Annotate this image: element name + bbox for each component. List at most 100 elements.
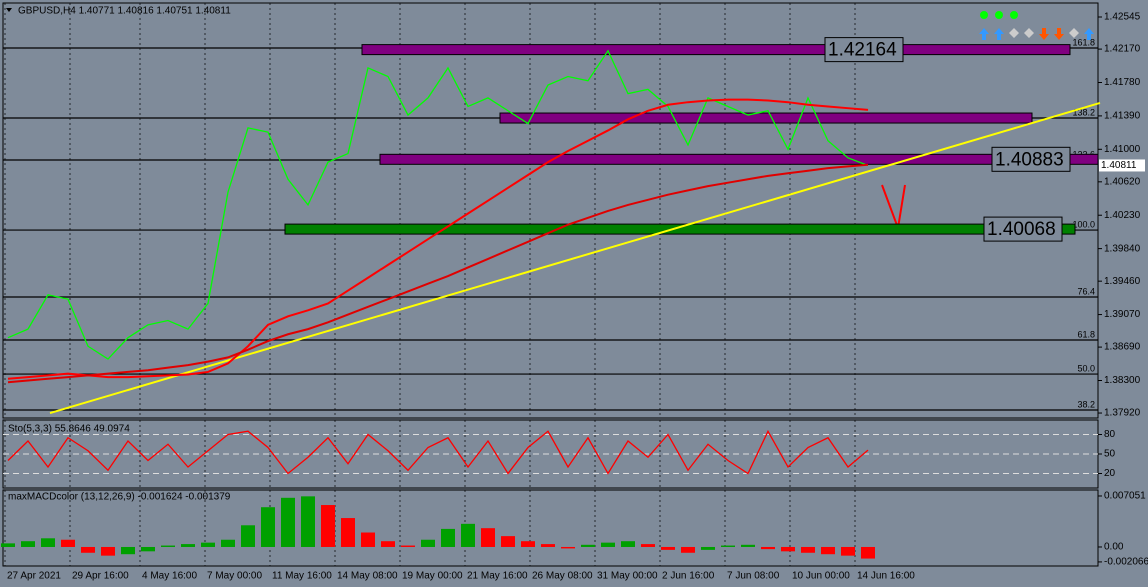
x-tick-label: 19 May 00:00 [402,571,463,582]
bar [841,546,855,556]
bar [281,497,295,547]
bar [701,546,715,550]
zone [284,223,1076,235]
bar [401,545,415,547]
fib-label: 76.4 [1077,286,1095,296]
x-tick-label: 21 May 16:00 [467,571,528,582]
y-tick-label: 50 [1104,449,1116,460]
macd-pane [2,489,1099,567]
macd-title: maxMACDcolor (13,12,26,9) -0.001624 -0.0… [8,492,231,503]
icon [1010,11,1018,19]
y-tick-label: 1.42170 [1104,44,1141,55]
y-tick-label: 0.007051 [1104,491,1146,502]
y-tick-label: 0.00 [1104,542,1124,553]
bar [321,505,335,547]
bar [761,546,775,550]
x-tick-label: 10 Jun 00:00 [792,571,850,582]
bar [801,546,815,553]
x-tick-label: 29 Apr 16:00 [72,571,129,582]
main-title: GBPUSD,H4 1.40771 1.40816 1.40751 1.4081… [18,6,231,17]
y-tick-label: -0.002066 [1104,557,1148,568]
bar [561,546,575,549]
x-tick-label: 4 May 16:00 [142,571,197,582]
fib-label: 61.8 [1077,329,1095,339]
bar [261,507,275,547]
icon [980,11,988,19]
bar [361,532,375,547]
signal-icons [979,11,1094,40]
bar [781,546,795,552]
y-tick-label: 1.37920 [1104,408,1141,419]
series-line [7,429,869,475]
fib-label: 138.2 [1072,107,1095,117]
fib-label: 38.2 [1077,399,1095,409]
bar [121,546,135,555]
fib-label: 100.0 [1072,219,1095,229]
series-line [7,49,869,360]
x-tick-label: 7 May 00:00 [207,571,262,582]
bar [861,546,875,559]
bar [101,546,115,556]
bar [381,541,395,547]
last-price: 1.40811 [1101,160,1137,171]
x-tick-label: 31 May 00:00 [597,571,658,582]
bar [641,544,655,547]
bar [141,546,155,552]
y-tick-label: 80 [1104,429,1116,440]
bar [581,544,595,547]
bar [501,536,515,547]
x-tick-label: 27 Apr 2021 [7,571,61,582]
bar [221,539,235,547]
bar [441,528,455,547]
bar [821,546,835,555]
y-tick-label: 1.41780 [1104,77,1141,88]
fib-label: 161.8 [1072,37,1095,47]
x-tick-label: 2 Jun 16:00 [662,571,715,582]
stoch-title: Sto(5,3,3) 55.8646 49.0974 [8,424,130,435]
bar [741,544,755,547]
bar [601,542,615,547]
bar [201,542,215,547]
zone-label: 1.40883 [995,149,1064,170]
x-tick-label: 14 May 08:00 [337,571,398,582]
zone-label: 1.42164 [828,40,897,61]
bar [161,545,175,547]
y-tick-label: 1.39460 [1104,276,1141,287]
bar [1,543,15,547]
icon [1039,28,1064,40]
bar [341,518,355,547]
y-tick-label: 1.40620 [1104,176,1141,187]
bar [301,496,315,547]
x-tick-label: 11 May 16:00 [272,571,332,582]
bar [481,528,495,547]
bar [21,541,35,547]
icon [979,28,1004,40]
icon [1084,28,1094,40]
bar [61,539,75,547]
y-tick-label: 1.38690 [1104,342,1141,353]
fib-label: 50.0 [1077,363,1095,373]
zone [361,44,1071,56]
zone-label-box [991,146,1071,172]
y-tick-label: 1.42545 [1104,12,1141,23]
x-tick-label: 26 May 08:00 [532,571,593,582]
bar [681,546,695,553]
y-tick-label: 20 [1104,468,1116,479]
zone [379,153,1099,165]
bar [621,541,635,547]
zone-label-box [983,216,1063,242]
bar [181,544,195,547]
x-tick-label: 14 Jun 16:00 [857,571,915,582]
y-tick-label: 1.38300 [1104,375,1141,386]
bar [721,545,735,547]
bar [41,538,55,547]
menu-arrow[interactable] [6,8,12,12]
trendline [49,102,1101,414]
bar [421,539,435,547]
icon [1009,28,1034,38]
series-line [7,163,869,384]
icon [1069,28,1079,38]
series-line [7,98,869,380]
